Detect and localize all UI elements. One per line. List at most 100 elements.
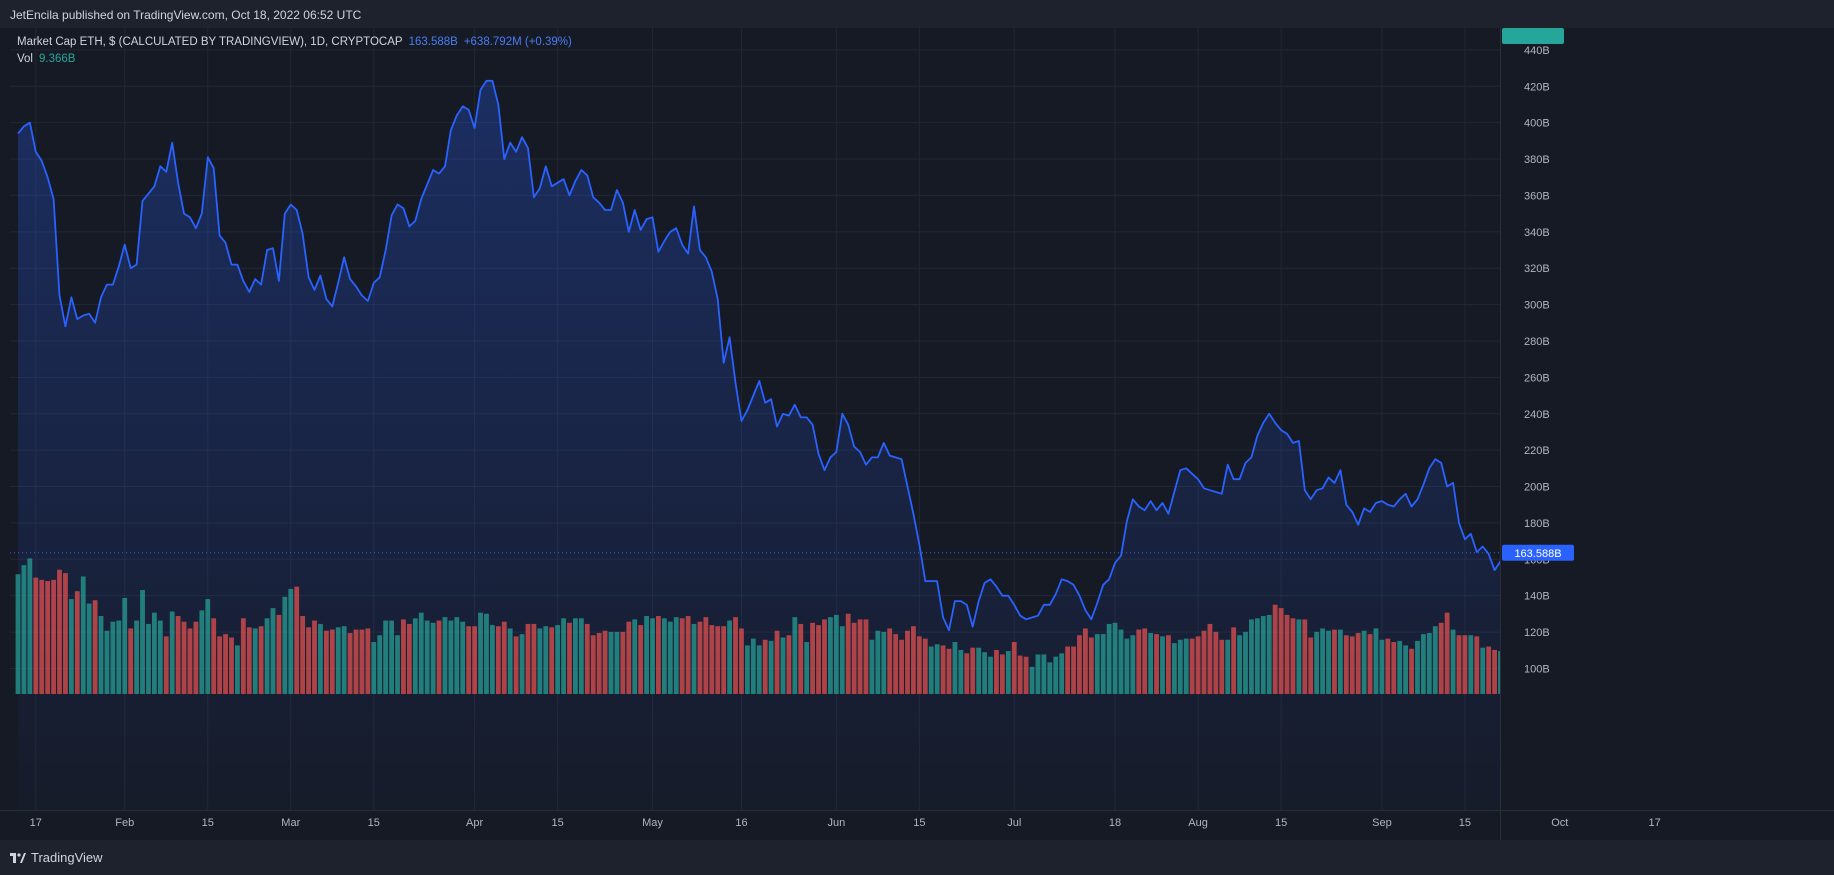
- volume-bar: [656, 616, 661, 694]
- y-tick-label: 300B: [1524, 300, 1550, 312]
- volume-bar: [1444, 612, 1450, 694]
- publish-header: JetEncila published on TradingView.com, …: [0, 0, 1834, 28]
- x-tick-label: Oct: [1551, 817, 1568, 829]
- volume-bar: [1023, 656, 1029, 694]
- volume-bar: [543, 626, 549, 694]
- time-axis-bg: [0, 810, 1500, 840]
- volume-bar: [1148, 632, 1154, 694]
- volume-bar: [335, 627, 341, 694]
- volume-bar: [1189, 638, 1195, 694]
- tradingview-icon: [10, 852, 26, 863]
- y-tick-label: 440B: [1524, 45, 1550, 57]
- volume-bar: [727, 620, 732, 694]
- volume-bar: [1474, 636, 1480, 694]
- volume-bar: [1480, 647, 1486, 694]
- volume-bar: [537, 628, 543, 694]
- volume-bar: [1130, 635, 1136, 694]
- volume-bar: [1112, 622, 1118, 694]
- change-value: +638.792M (+0.39%): [463, 36, 572, 48]
- area-shape: [18, 80, 1649, 811]
- volume-bar: [1029, 666, 1035, 694]
- volume-bar: [513, 636, 519, 694]
- volume-bar: [1343, 635, 1349, 694]
- volume-bar: [1100, 634, 1106, 694]
- chart-legend: Market Cap ETH, $ (CALCULATED BY TRADING…: [17, 34, 572, 68]
- volume-bar: [1094, 634, 1100, 694]
- volume-bar: [193, 621, 199, 694]
- volume-bar: [169, 611, 175, 694]
- x-tick-label: Jul: [1007, 817, 1021, 829]
- volume-bar: [258, 626, 264, 694]
- volume-bar: [667, 621, 673, 694]
- x-tick-label: 15: [368, 817, 380, 829]
- volume-bar: [300, 616, 306, 694]
- volume-bar: [181, 621, 187, 694]
- volume-bar: [632, 619, 638, 694]
- volume-bar: [110, 621, 116, 694]
- volume-bar: [638, 625, 644, 694]
- volume-bar: [424, 620, 430, 694]
- volume-bar: [590, 635, 596, 694]
- volume-bar: [845, 613, 851, 694]
- volume-bar: [922, 638, 928, 694]
- volume-bar: [86, 603, 92, 694]
- volume-bar: [205, 599, 211, 694]
- volume-bar: [63, 573, 68, 694]
- x-tick-label: Mar: [281, 817, 300, 829]
- volume-bar: [1243, 631, 1248, 694]
- volume-bar: [401, 619, 406, 694]
- volume-bar: [822, 619, 827, 694]
- last-price-label: 163.588B: [1514, 548, 1561, 560]
- volume-bar: [140, 590, 145, 694]
- volume-bar: [994, 649, 999, 694]
- market-cap-chart[interactable]: USD440B420B400B380B360B340B320B300B280B2…: [0, 28, 1834, 840]
- volume-bar: [1296, 619, 1302, 694]
- volume-bar: [1225, 639, 1231, 694]
- volume-bar: [1154, 634, 1159, 694]
- volume-bar: [697, 621, 703, 694]
- volume-bar: [1160, 636, 1165, 694]
- volume-bar: [1409, 648, 1414, 694]
- volume-bar: [1213, 631, 1219, 694]
- volume-bar: [744, 645, 750, 694]
- volume-bar: [329, 629, 335, 694]
- volume-bar: [15, 574, 21, 694]
- x-tick-label: Apr: [466, 817, 483, 829]
- volume-bar: [1326, 630, 1331, 694]
- time-axis[interactable]: 17 Feb 15 Mar 15 Apr 15 May 16 Jun 15 Jul 18 Aug 15 Sep…: [0, 810, 1834, 840]
- volume-bar: [857, 619, 863, 694]
- volume-bar: [988, 656, 993, 694]
- x-tick-label: 15: [1459, 817, 1471, 829]
- volume-bar: [1355, 632, 1361, 694]
- x-tick-label: 17: [1649, 817, 1661, 829]
- y-tick-label: 400B: [1524, 118, 1550, 130]
- y-tick-label: 260B: [1524, 372, 1550, 384]
- volume-bar: [999, 654, 1005, 694]
- volume-bar: [798, 623, 804, 694]
- volume-bar: [1367, 634, 1373, 694]
- volume-bar: [80, 576, 86, 694]
- symbol-label: Market Cap ETH, $ (CALCULATED BY TRADING…: [17, 36, 403, 48]
- volume-bar: [57, 569, 62, 694]
- volume-bar: [679, 618, 685, 694]
- tradingview-logo[interactable]: TradingView: [10, 850, 103, 865]
- price-axis[interactable]: USD440B420B400B380B360B340B320B300B280B2…: [1500, 28, 1834, 840]
- volume-bar: [1266, 614, 1272, 694]
- volume-bar: [1166, 635, 1171, 694]
- volume-bar: [1391, 642, 1397, 694]
- volume-bar: [739, 628, 744, 694]
- volume-bar: [573, 618, 578, 694]
- y-tick-label: 320B: [1524, 263, 1550, 275]
- volume-bar: [1011, 642, 1017, 694]
- volume-bar: [1106, 623, 1112, 694]
- price-axis-bg: [1500, 28, 1834, 840]
- volume-bar: [406, 623, 412, 694]
- volume-bar: [786, 635, 792, 694]
- chart-panel[interactable]: USD440B420B400B380B360B340B320B300B280B2…: [0, 28, 1834, 840]
- volume-bar: [792, 617, 798, 694]
- x-tick-label: Sep: [1372, 817, 1392, 829]
- vol-value: 9.366B: [39, 53, 76, 65]
- volume-bar: [608, 631, 614, 694]
- volume-bar: [946, 648, 952, 694]
- volume-bar: [839, 626, 845, 694]
